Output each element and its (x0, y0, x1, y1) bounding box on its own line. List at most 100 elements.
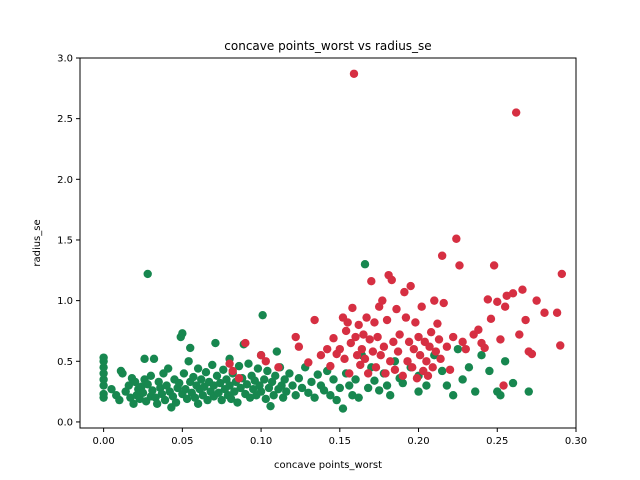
scatter-point-s1-83 (448, 332, 458, 342)
scatter-point-s1-75 (431, 347, 441, 356)
scatter-point-s0-96 (242, 380, 252, 389)
scatter-point-s0-62 (193, 364, 203, 373)
scatter-point-s0-115 (271, 371, 280, 381)
scatter-point-s1-111 (557, 269, 567, 279)
scatter-point-s0-23 (138, 388, 148, 398)
scatter-point-s0-1 (99, 389, 108, 399)
scatter-point-s1-22 (346, 338, 356, 348)
scatter-point-s1-82 (445, 365, 455, 374)
scatter-point-s0-73 (209, 381, 219, 390)
scatter-point-s0-85 (225, 381, 234, 390)
scatter-point-s0-147 (360, 260, 370, 269)
scatter-point-s0-114 (269, 391, 278, 400)
scatter-point-s1-77 (434, 335, 444, 344)
scatter-point-s1-87 (461, 344, 470, 354)
scatter-point-s1-70 (423, 371, 433, 381)
scatter-point-s1-21 (345, 369, 354, 378)
scatter-point-s0-72 (208, 360, 217, 370)
scatter-point-s1-54 (398, 371, 407, 381)
scatter-point-s1-92 (483, 295, 493, 304)
scatter-point-s1-78 (436, 354, 445, 364)
scatter-point-s0-167 (458, 375, 467, 384)
scatter-point-s1-69 (422, 357, 431, 366)
scatter-point-s1-57 (403, 357, 412, 366)
scatter-point-s0-77 (214, 388, 223, 398)
scatter-point-s0-164 (442, 381, 452, 390)
scatter-point-s0-18 (130, 377, 140, 387)
scatter-point-s0-105 (256, 387, 266, 396)
scatter-point-s0-30 (146, 371, 156, 381)
scatter-point-s0-134 (319, 386, 329, 395)
scatter-point-s1-18 (340, 354, 349, 364)
scatter-point-s0-27 (143, 380, 152, 389)
scatter-point-s1-65 (415, 351, 425, 360)
x-axis-ticks: 0.00 0.05 0.10 0.15 0.20 0.25 0.30 (92, 428, 587, 447)
scatter-point-s1-79 (437, 251, 447, 260)
x-tick-label-4: 0.20 (407, 436, 429, 447)
y-axis-label: radius_se (32, 219, 43, 266)
y-tick-label-2: 1.0 (57, 296, 73, 307)
scatter-point-s1-41 (376, 351, 385, 360)
scatter-point-s1-76 (433, 319, 442, 328)
scatter-point-s1-66 (417, 302, 426, 311)
scatter-point-s1-61 (409, 344, 419, 354)
scatter-point-s0-75 (211, 338, 220, 348)
scatter-point-s0-125 (291, 391, 300, 400)
scatter-point-s1-64 (414, 332, 423, 342)
scatter-point-s1-52 (393, 347, 403, 356)
scatter-point-s0-59 (189, 372, 198, 382)
scatter-point-s0-69 (203, 395, 212, 405)
scatter-point-s0-137 (329, 375, 338, 384)
scatter-point-s0-17 (129, 399, 138, 408)
scatter-point-s1-33 (363, 369, 373, 378)
scatter-point-s1-93 (486, 314, 496, 324)
y-tick-label-0: 0.0 (57, 417, 73, 428)
scatter-point-s1-29 (357, 344, 367, 354)
scatter-point-s1-101 (511, 108, 521, 117)
scatter-point-s1-55 (400, 287, 409, 297)
scatter-point-s1-59 (406, 281, 415, 291)
scatter-point-s1-72 (426, 327, 436, 337)
scatter-point-s0-39 (160, 395, 170, 405)
scatter-point-s1-50 (390, 365, 400, 374)
scatter-point-s0-14 (124, 381, 134, 390)
scatter-point-s1-73 (428, 363, 437, 372)
scatter-point-s0-108 (260, 375, 269, 384)
scatter-point-s0-3 (99, 375, 108, 384)
scatter-point-s0-10 (115, 395, 124, 405)
scatter-point-s0-122 (282, 387, 291, 396)
scatter-point-s0-4 (99, 369, 108, 378)
x-tick-label-1: 0.05 (171, 436, 193, 447)
scatter-point-s0-107 (258, 310, 267, 320)
scatter-point-s1-97 (499, 381, 508, 390)
scatter-point-s0-88 (230, 387, 239, 396)
scatter-point-s1-43 (379, 342, 389, 351)
scatter-point-s0-31 (148, 386, 157, 395)
scatter-point-s0-116 (272, 347, 282, 356)
scatter-point-s0-57 (186, 343, 195, 353)
scatter-point-s1-103 (518, 285, 527, 294)
scatter-point-s0-54 (182, 394, 192, 404)
scatter-point-s0-154 (386, 391, 395, 400)
scatter-point-s0-145 (354, 393, 363, 402)
scatter-point-s1-35 (367, 277, 376, 286)
scatter-point-s1-10 (310, 315, 319, 325)
scatter-point-s1-106 (527, 349, 537, 359)
scatter-point-s0-65 (197, 375, 206, 384)
scatter-point-s0-139 (335, 383, 345, 393)
y-tick-label-4: 2.0 (57, 175, 73, 186)
scatter-point-s1-16 (335, 344, 345, 354)
scatter-point-s0-126 (294, 374, 304, 383)
scatter-point-s1-44 (381, 369, 390, 378)
scatter-point-s1-71 (425, 342, 434, 351)
scatter-point-s1-89 (474, 325, 483, 334)
scatter-point-s0-138 (332, 395, 341, 405)
scatter-point-s1-109 (552, 308, 562, 317)
scatter-point-s0-150 (370, 376, 379, 385)
points-layer (99, 69, 567, 413)
scatter-point-s0-132 (313, 370, 322, 379)
scatter-point-s1-47 (386, 357, 395, 366)
scatter-point-s1-58 (404, 337, 414, 347)
